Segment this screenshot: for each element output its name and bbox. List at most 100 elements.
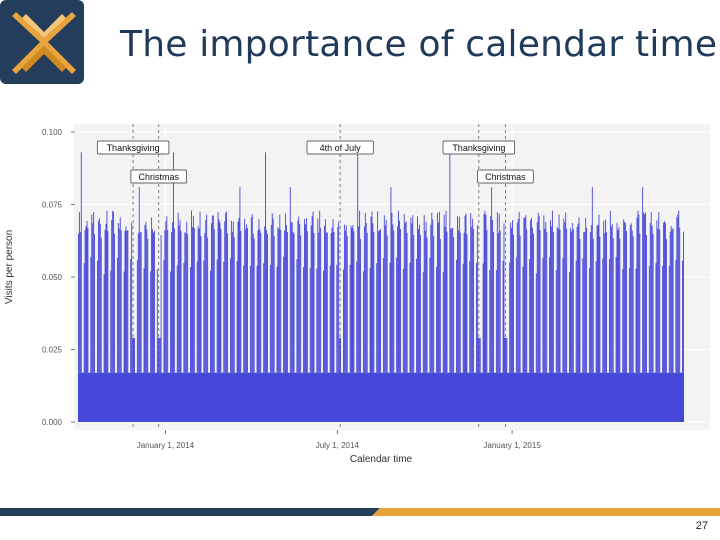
daily-bar (469, 260, 471, 373)
daily-bar (104, 229, 106, 373)
daily-bar (324, 225, 325, 373)
daily-bar (496, 212, 498, 373)
daily-bar (250, 217, 252, 373)
daily-bar (637, 210, 639, 373)
daily-bar (373, 232, 375, 373)
daily-bar (306, 231, 308, 373)
daily-bar (257, 230, 259, 373)
daily-bar (84, 229, 86, 373)
daily-bar (226, 211, 228, 373)
daily-bar (106, 210, 108, 373)
daily-bar (98, 218, 100, 373)
daily-bar (611, 224, 613, 373)
daily-bar (380, 229, 381, 373)
daily-bar (659, 229, 661, 373)
daily-bar (551, 226, 552, 373)
daily-bar (292, 231, 294, 373)
daily-bar (125, 226, 127, 373)
daily-bar (270, 224, 272, 373)
daily-bar (643, 212, 645, 373)
page-number: 27 (695, 520, 708, 532)
daily-bar (130, 258, 132, 373)
daily-bar (271, 213, 273, 373)
daily-bar (630, 223, 632, 373)
daily-bar (650, 212, 652, 373)
daily-bar (170, 271, 172, 373)
daily-bar (509, 262, 511, 373)
daily-bar (635, 268, 637, 373)
daily-bar (332, 219, 334, 373)
daily-bar (309, 267, 311, 373)
daily-bar (495, 270, 497, 373)
daily-bar (625, 223, 627, 373)
daily-bar (231, 231, 233, 373)
daily-bar (399, 229, 401, 373)
daily-bar (431, 212, 433, 373)
daily-bar (90, 256, 92, 373)
daily-bar (132, 337, 134, 373)
daily-bar (473, 229, 475, 373)
daily-bar (318, 232, 320, 373)
daily-bar (136, 259, 138, 373)
daily-bar (664, 221, 665, 373)
holiday-label-box (442, 140, 515, 155)
daily-bar (478, 337, 480, 373)
daily-bar (151, 217, 153, 373)
y-tick-label: 0.075 (42, 201, 63, 210)
daily-bar (190, 267, 191, 373)
daily-bar (263, 263, 265, 373)
daily-bar (296, 259, 298, 373)
daily-bar (622, 268, 624, 373)
daily-bar (343, 269, 344, 373)
daily-bar (118, 228, 120, 373)
daily-bar (396, 257, 398, 373)
daily-bar (358, 226, 360, 373)
daily-bar (657, 228, 659, 373)
daily-bar (229, 258, 231, 373)
daily-bar (324, 219, 326, 373)
daily-bar (586, 227, 588, 373)
daily-bar (305, 224, 306, 373)
daily-bar (211, 215, 213, 373)
daily-bar (522, 266, 524, 373)
holiday-label: Christmas (138, 172, 179, 182)
daily-bar (510, 222, 512, 373)
daily-bar (552, 232, 554, 373)
daily-bar (284, 230, 286, 373)
daily-bar (465, 213, 467, 373)
daily-bar (279, 214, 281, 373)
holiday-label-box (306, 140, 374, 155)
daily-bar (477, 337, 479, 373)
daily-bar (382, 257, 384, 373)
daily-bar (596, 225, 598, 373)
daily-bar (265, 152, 267, 373)
daily-bar (137, 233, 139, 373)
daily-bar (126, 230, 128, 373)
daily-bar (225, 212, 227, 373)
daily-bar (362, 271, 364, 373)
daily-bar (590, 225, 592, 373)
daily-bar (683, 231, 684, 373)
daily-bar (662, 265, 664, 373)
daily-bar (280, 230, 282, 373)
daily-bar (564, 222, 566, 373)
daily-bar (320, 228, 322, 373)
daily-bar (164, 230, 166, 373)
daily-bar (290, 222, 292, 373)
daily-bar (663, 222, 665, 373)
daily-bar (670, 226, 672, 373)
daily-bar (629, 225, 631, 373)
daily-bar (578, 217, 580, 373)
daily-bar (470, 213, 472, 373)
daily-bar (536, 221, 538, 373)
daily-bar (406, 232, 408, 373)
daily-bar (220, 228, 222, 373)
daily-bar (599, 236, 601, 373)
daily-bar (205, 220, 207, 373)
daily-bar (289, 187, 291, 373)
daily-bar (452, 227, 454, 373)
daily-bar (409, 262, 411, 373)
daily-bar (372, 223, 374, 373)
daily-bar (198, 228, 200, 373)
daily-bar (147, 238, 149, 373)
